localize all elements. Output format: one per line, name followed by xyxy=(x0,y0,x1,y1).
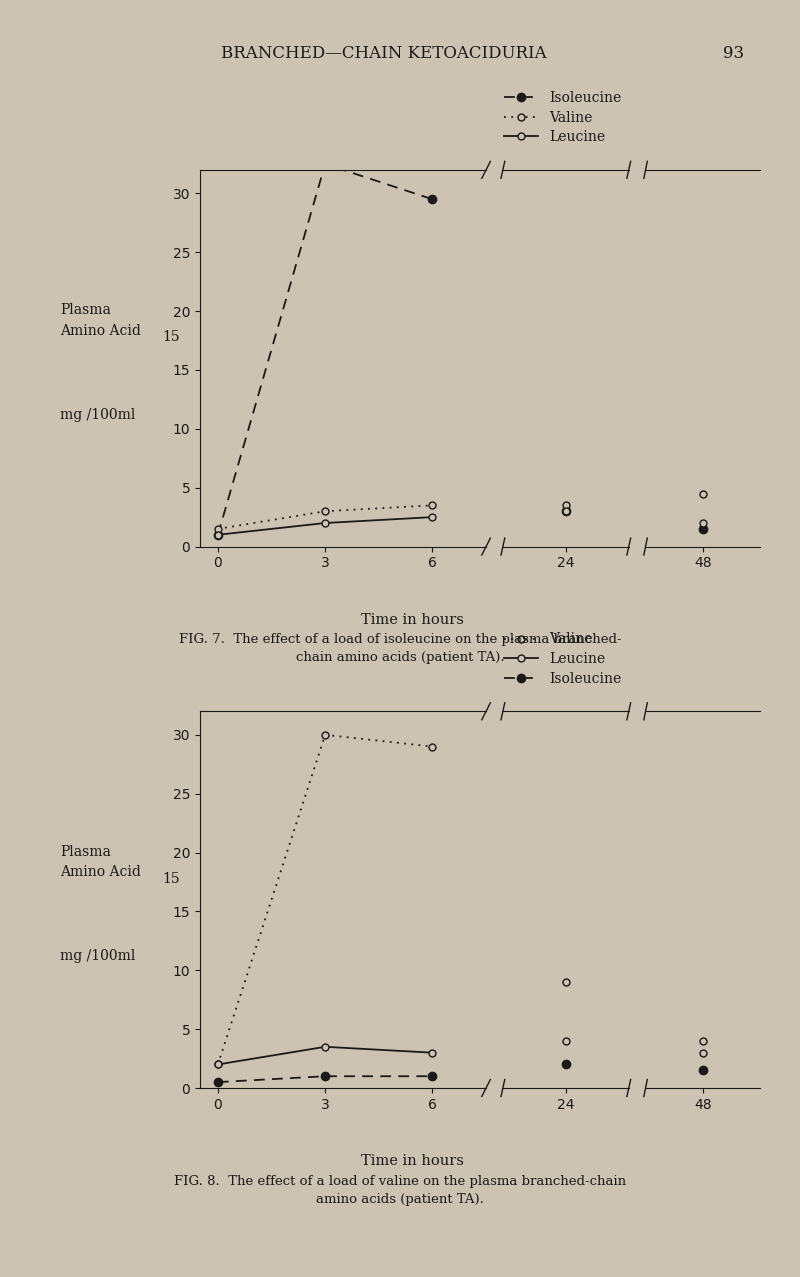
Legend: Valine, Leucine, Isoleucine: Valine, Leucine, Isoleucine xyxy=(503,632,622,686)
Text: 15: 15 xyxy=(162,331,180,345)
Legend: Isoleucine, Valine, Leucine: Isoleucine, Valine, Leucine xyxy=(503,91,622,144)
Text: Plasma
Amino Acid: Plasma Amino Acid xyxy=(60,303,141,338)
Text: Plasma
Amino Acid: Plasma Amino Acid xyxy=(60,844,141,880)
Text: mg /100ml: mg /100ml xyxy=(60,949,135,963)
Text: 15: 15 xyxy=(162,872,180,886)
Text: FIG. 7.  The effect of a load of isoleucine on the plasma branched-
chain amino : FIG. 7. The effect of a load of isoleuci… xyxy=(178,633,622,664)
Text: BRANCHED—CHAIN KETOACIDURIA: BRANCHED—CHAIN KETOACIDURIA xyxy=(221,45,547,61)
Text: Time in hours: Time in hours xyxy=(362,1154,464,1168)
Text: 93: 93 xyxy=(723,45,744,61)
Text: mg /100ml: mg /100ml xyxy=(60,407,135,421)
Text: Time in hours: Time in hours xyxy=(362,613,464,627)
Text: FIG. 8.  The effect of a load of valine on the plasma branched-chain
amino acids: FIG. 8. The effect of a load of valine o… xyxy=(174,1175,626,1205)
